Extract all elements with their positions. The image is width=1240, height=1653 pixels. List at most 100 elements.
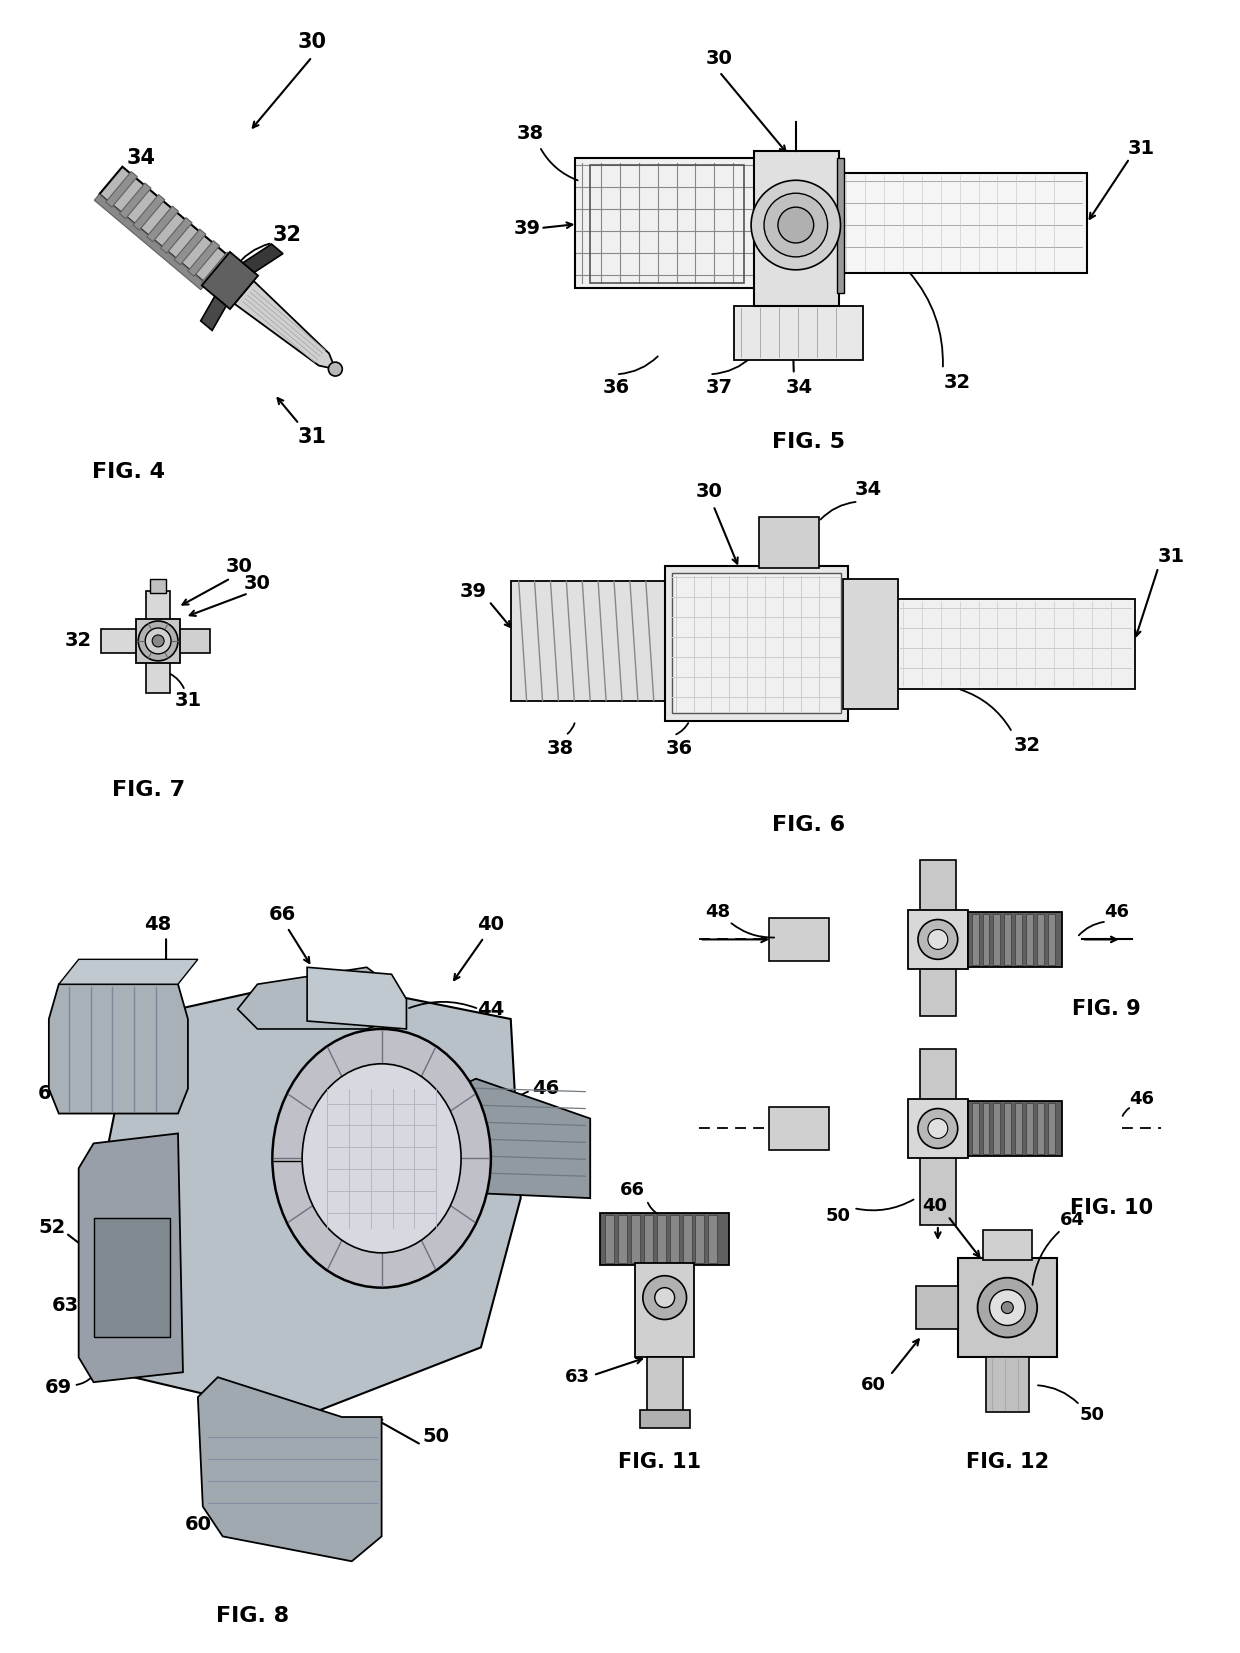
Text: 69: 69 <box>45 1377 72 1397</box>
Bar <box>644 1215 652 1263</box>
Bar <box>511 582 670 701</box>
Circle shape <box>918 919 957 959</box>
Text: 68: 68 <box>38 1084 66 1103</box>
Bar <box>696 1215 704 1263</box>
Bar <box>136 620 180 663</box>
Text: 50: 50 <box>826 1207 851 1225</box>
Polygon shape <box>94 193 206 289</box>
Text: 50: 50 <box>1079 1407 1105 1423</box>
Bar <box>93 1218 170 1337</box>
Text: FIG. 11: FIG. 11 <box>619 1451 702 1471</box>
Text: 48: 48 <box>704 903 730 921</box>
Bar <box>920 860 956 919</box>
Bar <box>982 1103 990 1154</box>
Text: FIG. 5: FIG. 5 <box>773 431 846 451</box>
Bar <box>640 1410 689 1428</box>
Text: 32: 32 <box>66 631 92 650</box>
Polygon shape <box>198 1377 382 1562</box>
Circle shape <box>329 362 342 377</box>
Text: FIG. 10: FIG. 10 <box>1070 1198 1153 1218</box>
Bar <box>605 1215 614 1263</box>
Circle shape <box>655 1288 675 1308</box>
Bar <box>635 1263 694 1357</box>
Polygon shape <box>105 172 138 207</box>
Text: 36: 36 <box>603 379 630 397</box>
Text: FIG. 12: FIG. 12 <box>966 1451 1049 1471</box>
Bar <box>1004 1103 1012 1154</box>
Bar <box>657 1215 666 1263</box>
Circle shape <box>777 207 813 243</box>
Text: 37: 37 <box>706 379 733 397</box>
Bar <box>618 1215 627 1263</box>
Bar <box>993 1103 1001 1154</box>
Polygon shape <box>202 253 233 288</box>
Bar <box>908 909 967 969</box>
Text: 30: 30 <box>298 31 326 51</box>
Text: 38: 38 <box>547 739 574 757</box>
Bar <box>1027 1103 1033 1154</box>
Polygon shape <box>146 207 179 241</box>
Bar <box>708 1215 718 1263</box>
Bar <box>908 1099 967 1159</box>
Text: 31: 31 <box>1158 547 1185 565</box>
Bar <box>1016 914 1022 965</box>
Polygon shape <box>99 167 229 284</box>
Text: 31: 31 <box>1128 139 1154 159</box>
Text: FIG. 7: FIG. 7 <box>112 780 185 800</box>
Text: 62: 62 <box>270 1144 298 1162</box>
Text: 66: 66 <box>269 906 296 924</box>
Polygon shape <box>78 1134 184 1382</box>
Circle shape <box>928 1119 947 1139</box>
Text: 60: 60 <box>185 1514 211 1534</box>
Bar <box>759 517 818 569</box>
Text: 44: 44 <box>477 1000 505 1018</box>
Text: 30: 30 <box>706 50 733 68</box>
Polygon shape <box>422 1079 590 1198</box>
Text: 32: 32 <box>944 372 971 392</box>
Text: 34: 34 <box>854 481 882 499</box>
Circle shape <box>928 929 947 949</box>
Bar <box>631 1215 640 1263</box>
Polygon shape <box>119 183 151 218</box>
Polygon shape <box>58 959 198 984</box>
Text: 32: 32 <box>273 225 301 245</box>
Bar <box>600 1213 729 1265</box>
Text: 52: 52 <box>38 1218 66 1238</box>
Polygon shape <box>188 241 219 276</box>
Ellipse shape <box>303 1065 461 1253</box>
Bar <box>146 643 170 693</box>
Polygon shape <box>133 195 165 230</box>
Text: FIG. 4: FIG. 4 <box>92 461 165 481</box>
Text: 32: 32 <box>1013 736 1040 755</box>
Bar <box>920 1050 956 1109</box>
Text: 34: 34 <box>126 149 156 169</box>
Bar <box>967 1101 1061 1157</box>
Text: 31: 31 <box>298 426 326 446</box>
Text: 60: 60 <box>861 1377 885 1393</box>
Polygon shape <box>308 967 407 1028</box>
Circle shape <box>977 1278 1037 1337</box>
Ellipse shape <box>273 1028 491 1288</box>
Polygon shape <box>93 979 521 1417</box>
Bar <box>897 598 1135 689</box>
Circle shape <box>751 180 841 269</box>
Bar <box>993 914 1001 965</box>
Bar <box>682 1215 692 1263</box>
Bar <box>1037 914 1044 965</box>
Polygon shape <box>160 218 192 253</box>
Polygon shape <box>174 230 206 264</box>
Text: 40: 40 <box>923 1197 947 1215</box>
Text: 36: 36 <box>666 739 693 757</box>
Bar <box>150 579 166 593</box>
Circle shape <box>145 628 171 655</box>
Bar <box>1004 914 1012 965</box>
Bar <box>590 165 744 283</box>
Text: 63: 63 <box>564 1369 590 1387</box>
Bar <box>967 911 1061 967</box>
Bar <box>843 579 898 709</box>
Text: FIG. 9: FIG. 9 <box>1073 998 1141 1020</box>
Circle shape <box>153 635 164 646</box>
Polygon shape <box>234 281 335 369</box>
Text: 48: 48 <box>145 916 172 934</box>
Bar <box>920 962 956 1017</box>
